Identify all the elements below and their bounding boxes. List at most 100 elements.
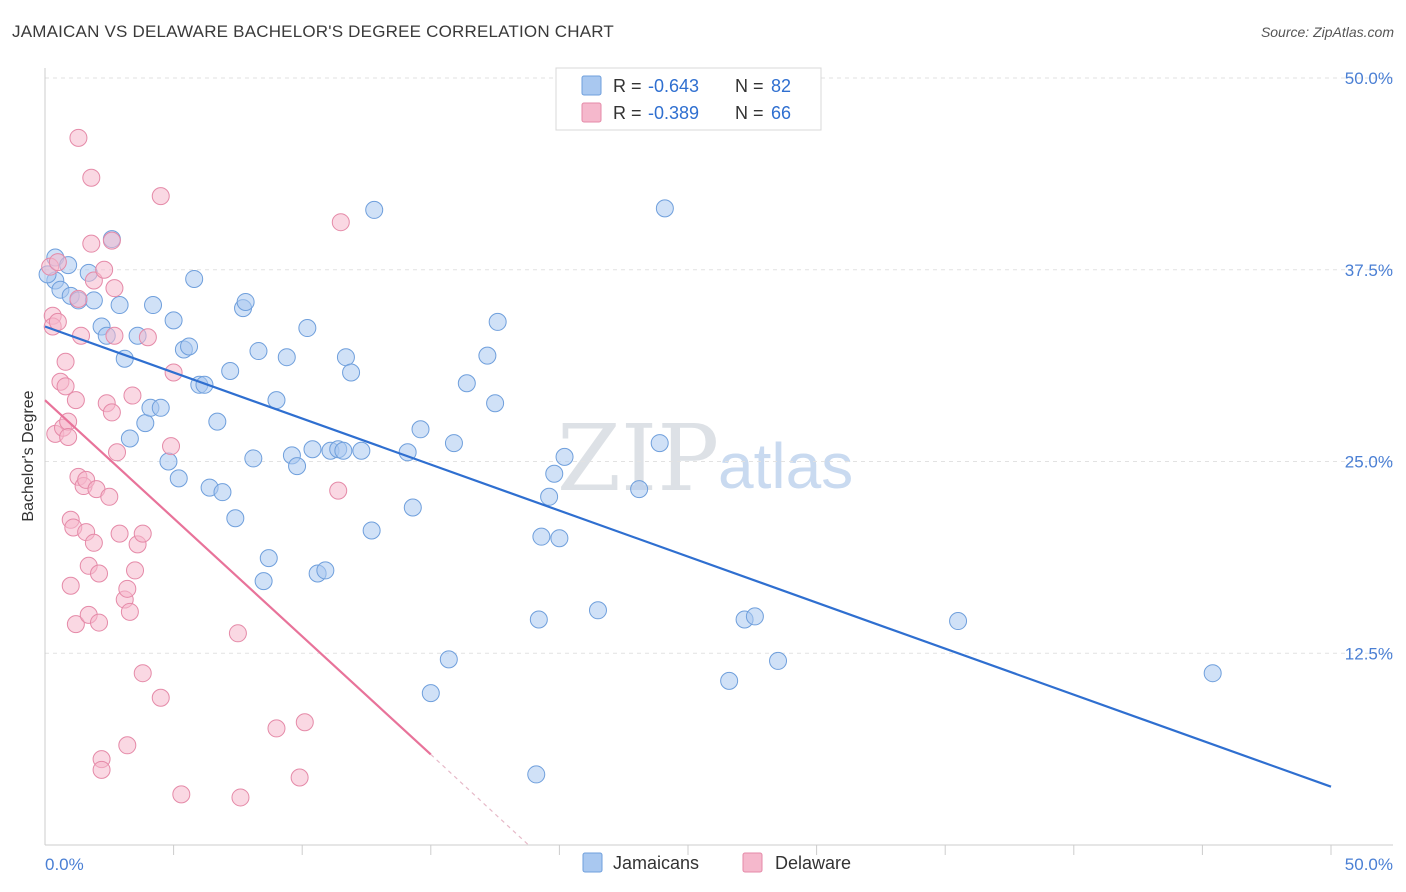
data-point — [136, 414, 155, 433]
x-tick-label-max: 50.0% — [1345, 855, 1393, 874]
data-point — [720, 671, 739, 690]
data-point — [555, 447, 574, 466]
data-point — [138, 328, 157, 347]
data-point — [478, 346, 497, 365]
bottom-legend-swatch-jamaicans — [582, 852, 603, 873]
data-point — [59, 427, 78, 446]
y-tick-labels: 12.5% 25.0% 37.5% 50.0% — [1345, 69, 1393, 663]
watermark-atlas: atlas — [718, 430, 853, 502]
data-point — [90, 613, 109, 632]
data-point — [69, 289, 88, 308]
data-point — [259, 549, 278, 568]
data-point — [82, 168, 101, 187]
data-point — [540, 487, 559, 506]
legend-n-value-1: 82 — [771, 76, 791, 96]
data-point — [110, 524, 129, 543]
data-point — [365, 200, 384, 219]
data-point — [126, 561, 145, 580]
y-tick-label: 12.5% — [1345, 644, 1393, 663]
data-point — [164, 311, 183, 330]
data-point — [162, 437, 181, 456]
data-point — [61, 576, 80, 595]
data-point — [120, 602, 139, 621]
chart-title: JAMAICAN VS DELAWARE BACHELOR'S DEGREE C… — [12, 22, 614, 41]
legend-swatch-delaware — [581, 102, 602, 123]
data-point — [630, 480, 649, 499]
data-point — [120, 429, 139, 448]
data-point — [56, 352, 75, 371]
x-ticks — [173, 845, 1332, 855]
legend-r-value-1: -0.643 — [648, 76, 699, 96]
data-point — [110, 296, 129, 315]
data-point — [213, 483, 232, 502]
data-point — [267, 719, 286, 738]
data-point — [545, 464, 564, 483]
data-point — [290, 768, 309, 787]
bottom-legend-label-jamaicans: Jamaicans — [613, 853, 699, 873]
data-point — [1203, 664, 1222, 683]
data-point — [288, 457, 307, 476]
data-point — [102, 403, 121, 422]
legend-r-value-2: -0.389 — [648, 103, 699, 123]
data-point — [298, 319, 317, 338]
legend-r-label-2: R = — [613, 103, 642, 123]
data-point — [303, 440, 322, 459]
data-point — [195, 375, 214, 394]
data-point — [532, 527, 551, 546]
data-point — [92, 760, 111, 779]
data-point — [527, 765, 546, 784]
data-point — [650, 434, 669, 453]
data-point — [172, 785, 191, 804]
data-point — [439, 650, 458, 669]
data-point — [208, 412, 227, 431]
data-point — [244, 449, 263, 468]
data-point — [180, 337, 199, 356]
data-point — [295, 713, 314, 732]
series-legend: Jamaicans Delaware — [582, 852, 851, 873]
data-point — [133, 524, 152, 543]
data-point — [421, 684, 440, 703]
data-point — [529, 610, 548, 629]
data-points — [38, 128, 1222, 807]
data-point — [329, 481, 348, 500]
data-point — [228, 624, 247, 643]
data-point — [118, 736, 137, 755]
data-point — [185, 269, 204, 288]
data-point — [105, 279, 124, 298]
data-point — [169, 469, 188, 488]
legend-swatch-jamaicans — [581, 75, 602, 96]
data-point — [655, 199, 674, 218]
data-point — [151, 187, 170, 206]
data-point — [48, 253, 67, 272]
data-point — [403, 498, 422, 517]
data-point — [362, 521, 381, 540]
legend-n-value-2: 66 — [771, 103, 791, 123]
data-point — [949, 612, 968, 631]
y-axis-label: Bachelor's Degree — [20, 390, 37, 521]
data-point — [159, 452, 178, 471]
stats-legend: R = -0.643 N = 82 R = -0.389 N = 66 — [555, 67, 822, 131]
data-point — [336, 348, 355, 367]
trend-line-delaware — [44, 399, 432, 756]
y-tick-label: 25.0% — [1345, 453, 1393, 472]
data-point — [277, 348, 296, 367]
legend-n-label-1: N = — [735, 76, 764, 96]
data-point — [95, 260, 114, 279]
data-point — [550, 529, 569, 548]
data-point — [108, 443, 127, 462]
data-point — [342, 363, 361, 382]
data-point — [316, 561, 335, 580]
data-point — [488, 312, 507, 331]
data-point — [82, 234, 101, 253]
data-point — [100, 487, 119, 506]
legend-r-label-1: R = — [613, 76, 642, 96]
data-point — [144, 296, 163, 315]
data-point — [66, 615, 85, 634]
data-point — [486, 394, 505, 413]
data-point — [249, 342, 268, 361]
trend-line-jamaicans — [44, 325, 1332, 788]
source-label: Source: ZipAtlas.com — [1260, 24, 1394, 40]
bottom-legend-label-delaware: Delaware — [775, 853, 851, 873]
legend-n-label-2: N = — [735, 103, 764, 123]
